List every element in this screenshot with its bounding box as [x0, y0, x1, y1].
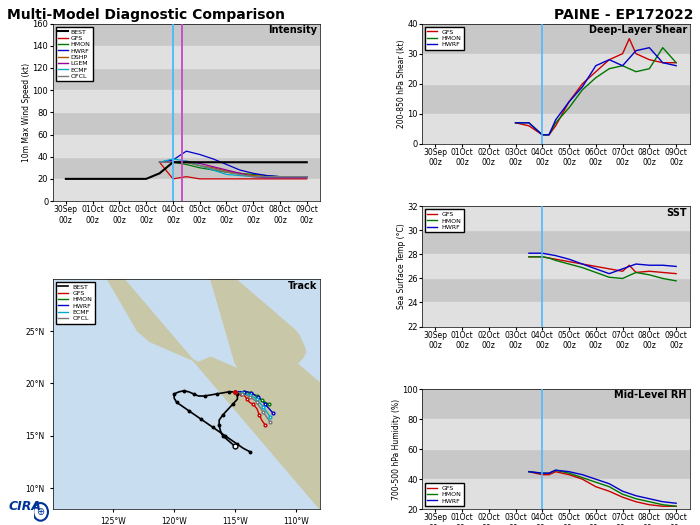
Text: Track: Track [288, 281, 318, 291]
Legend: GFS, HMON, HWRF: GFS, HMON, HWRF [425, 483, 464, 506]
Y-axis label: 700-500 hPa Humidity (%): 700-500 hPa Humidity (%) [391, 398, 400, 500]
Bar [422, 114, 690, 144]
Legend: BEST, GFS, HMON, HWRF, ECMF, OFCL: BEST, GFS, HMON, HWRF, ECMF, OFCL [55, 282, 95, 323]
Text: PAINE - EP172022: PAINE - EP172022 [554, 8, 693, 22]
Text: Intensity: Intensity [269, 25, 318, 35]
Bar [52, 134, 320, 156]
Bar [52, 90, 320, 112]
Bar [422, 419, 690, 449]
Polygon shape [52, 258, 320, 509]
Polygon shape [102, 253, 320, 509]
Legend: BEST, GFS, HMON, HWRF, DSHP, LGEM, ECMF, OFCL: BEST, GFS, HMON, HWRF, DSHP, LGEM, ECMF,… [55, 27, 93, 81]
Bar [52, 179, 320, 201]
Text: SST: SST [666, 207, 687, 217]
Legend: GFS, HMON, HWRF: GFS, HMON, HWRF [425, 209, 464, 233]
Text: CIRA: CIRA [8, 500, 41, 513]
Text: Deep-Layer Shear: Deep-Layer Shear [589, 25, 687, 35]
Y-axis label: 200-850 hPa Shear (kt): 200-850 hPa Shear (kt) [397, 39, 406, 128]
Polygon shape [209, 253, 305, 375]
Bar [422, 206, 690, 230]
Bar [422, 302, 690, 327]
Legend: GFS, HMON, HWRF: GFS, HMON, HWRF [425, 27, 464, 50]
Y-axis label: 10m Max Wind Speed (kt): 10m Max Wind Speed (kt) [22, 63, 31, 162]
Bar [422, 479, 690, 509]
Bar [422, 54, 690, 83]
Text: Mid-Level RH: Mid-Level RH [615, 390, 687, 400]
Text: ⊕: ⊕ [36, 507, 45, 517]
Text: Multi-Model Diagnostic Comparison: Multi-Model Diagnostic Comparison [7, 8, 285, 22]
Bar [422, 255, 690, 278]
Bar [52, 46, 320, 68]
Y-axis label: Sea Surface Temp (°C): Sea Surface Temp (°C) [397, 224, 406, 309]
